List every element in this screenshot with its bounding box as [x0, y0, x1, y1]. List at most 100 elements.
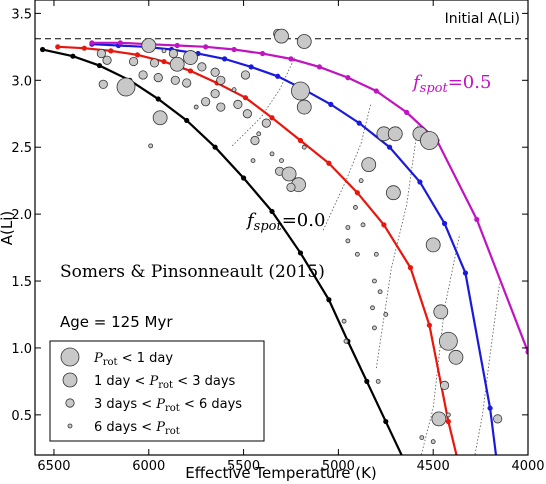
star-marker	[129, 56, 139, 67]
model-point	[356, 120, 362, 126]
model-point	[383, 418, 389, 425]
model-point	[161, 58, 167, 65]
star-marker	[370, 305, 375, 311]
star-marker	[116, 77, 136, 97]
star-marker	[383, 312, 389, 317]
star-marker	[430, 439, 436, 445]
star-markers	[96, 28, 503, 445]
fspot-high-label: fspot=0.5	[411, 72, 491, 96]
legend-marker	[65, 398, 75, 408]
y-tick-label: 3.0	[11, 74, 32, 89]
star-marker	[96, 48, 106, 59]
model-point	[445, 418, 451, 425]
star-marker	[291, 81, 310, 101]
x-tick-label: 4000	[511, 459, 544, 474]
star-marker	[182, 78, 192, 88]
model-point	[426, 322, 432, 328]
y-tick-label: 1.5	[11, 275, 32, 290]
x-tick-label: 6000	[132, 459, 165, 474]
star-marker	[233, 99, 243, 109]
star-marker	[161, 48, 167, 54]
star-marker	[256, 131, 262, 137]
legend-label: 3 days < Prot < 6 days	[94, 397, 242, 414]
model-point	[404, 109, 410, 116]
model-point	[203, 44, 209, 50]
star-marker	[183, 50, 198, 65]
model-point	[259, 50, 266, 57]
star-marker	[269, 151, 275, 157]
star-marker	[201, 97, 211, 107]
model-point	[381, 222, 387, 228]
model-point	[407, 265, 414, 271]
legend-label: Prot < 1 day	[93, 351, 173, 368]
star-marker	[360, 222, 366, 228]
x-tick-label: 4500	[417, 459, 450, 474]
citation-label: Somers & Pinsonneault (2015)	[60, 262, 325, 282]
legend-marker	[62, 372, 78, 388]
star-marker	[240, 70, 251, 80]
model-point	[212, 144, 218, 150]
star-marker	[231, 87, 237, 93]
star-marker	[250, 158, 256, 163]
age-label: Age = 125 Myr	[60, 313, 173, 331]
legend: Prot < 1 day 1 day < Prot < 3 days 3 days …	[49, 340, 265, 442]
star-marker	[149, 58, 160, 68]
model-point	[70, 53, 76, 59]
star-marker	[169, 56, 185, 72]
model-point	[108, 48, 114, 54]
star-marker	[210, 67, 220, 77]
model-curve-0	[42, 48, 403, 455]
star-marker	[250, 135, 260, 146]
star-marker	[353, 205, 358, 210]
y-tick-label: 3.5	[11, 7, 32, 22]
model-point	[231, 46, 237, 53]
model-point	[117, 40, 123, 46]
plot-frame	[34, 0, 529, 456]
model-point	[174, 42, 180, 49]
legend-box	[49, 340, 265, 442]
star-marker	[301, 144, 307, 150]
model-point	[187, 68, 194, 74]
star-marker	[242, 109, 252, 119]
legend-label: 1 day < Prot < 3 days	[94, 374, 236, 391]
x-tick-label: 5500	[227, 459, 260, 474]
star-marker	[387, 126, 403, 142]
y-tick-label: 2.0	[11, 208, 32, 223]
model-point	[81, 45, 87, 51]
model-point	[288, 56, 294, 62]
connector-line-2	[375, 124, 419, 369]
model-point	[297, 137, 304, 144]
star-marker	[419, 435, 425, 441]
star-marker	[296, 34, 312, 49]
model-point	[441, 220, 448, 227]
star-marker	[431, 411, 447, 427]
model-point	[328, 101, 334, 107]
legend-marker	[67, 423, 73, 429]
star-marker	[377, 289, 383, 295]
model-point	[269, 208, 275, 215]
model-point	[155, 96, 161, 102]
star-marker	[419, 131, 439, 150]
model-point	[373, 88, 379, 94]
connector-line-0	[231, 57, 296, 147]
model-point	[487, 405, 493, 411]
model-point	[386, 144, 393, 150]
star-marker	[286, 182, 296, 192]
star-marker	[345, 238, 351, 244]
model-point	[364, 378, 370, 384]
star-marker	[152, 110, 168, 126]
star-marker	[148, 143, 154, 149]
model-point	[462, 270, 469, 276]
connector-line-1	[322, 104, 372, 231]
star-marker	[343, 338, 349, 344]
star-marker	[433, 304, 449, 320]
model-point	[474, 216, 480, 223]
star-marker	[168, 48, 179, 59]
model-point	[326, 160, 332, 166]
star-marker	[373, 251, 379, 257]
star-marker	[279, 158, 284, 163]
star-marker	[102, 55, 112, 65]
x-tick-label: 5000	[322, 459, 355, 474]
star-marker	[274, 28, 289, 44]
